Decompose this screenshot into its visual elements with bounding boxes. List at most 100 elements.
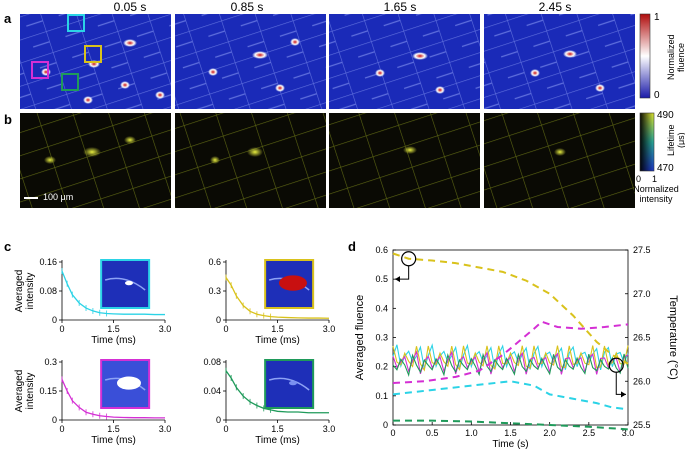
x-tick-label: 1.5 <box>271 424 284 434</box>
x-tick-label: 3.0 <box>323 324 336 334</box>
inset-hotspot <box>288 380 297 386</box>
y-tick-label: 0 <box>216 415 221 425</box>
lifetime-cbar-xtitle: Normalized intensity <box>633 184 679 204</box>
inset-cell-edge <box>104 277 146 291</box>
x-tick-label: 1.5 <box>107 424 120 434</box>
time-label-3: 1.65 s <box>383 0 417 14</box>
decay-plot-cyan: 0 0.08 0.16 0 1.5 3.0 Time (ms) Averaged intensi… <box>14 257 171 346</box>
decay-line <box>61 270 165 316</box>
inset-frame <box>100 259 151 309</box>
lifetime-image-4 <box>484 113 635 208</box>
panel-label-a: a <box>4 11 12 26</box>
x-tick-label: 0 <box>223 324 228 334</box>
x-axis-label: Time (ms) <box>91 335 136 346</box>
y-axis-label: Averaged <box>14 270 25 313</box>
x-tick-label: 0 <box>390 428 395 438</box>
y-tick-label: 0 <box>52 415 57 425</box>
left-axis-arrow <box>395 265 410 280</box>
y2-tick-label: 27.0 <box>633 289 651 299</box>
x-tick-label: 3.0 <box>622 428 635 438</box>
y-tick-label: 0.5 <box>375 274 388 284</box>
fluence-line-yellow <box>392 345 629 372</box>
y-tick-label: 0.3 <box>375 333 388 343</box>
temperature-line-green <box>393 419 629 431</box>
decay-line <box>61 379 165 419</box>
lifetime-cbar-xmax: 1 <box>652 174 658 184</box>
y-tick-label: 0.2 <box>375 362 388 372</box>
inset-hotspot <box>116 376 141 390</box>
panel-label-c: c <box>4 239 12 254</box>
y2-tick-label: 27.5 <box>633 245 651 255</box>
right-axis-arrow <box>615 372 626 395</box>
y2-tick-label: 26.5 <box>633 333 651 343</box>
fluence-colorbar <box>639 13 651 99</box>
inset-cell-edge <box>268 377 310 391</box>
x-tick-label: 1.0 <box>465 428 478 438</box>
plot-frame <box>392 249 629 426</box>
x-tick-label: 0 <box>223 424 228 434</box>
y2-tick-label: 26.0 <box>633 376 651 386</box>
right-arrowhead <box>621 391 626 398</box>
y-tick-label: 0.08 <box>39 286 57 296</box>
y2-tick-label: 25.5 <box>633 420 651 430</box>
x-axis-label: Time (ms) <box>255 335 300 346</box>
x-tick-label: 1.5 <box>504 428 517 438</box>
x-tick-label: 0.5 <box>426 428 439 438</box>
inset-frame <box>264 359 315 409</box>
lifetime-cbar-title: Lifetime (μs) <box>666 124 685 156</box>
x-tick-label: 2.0 <box>543 428 556 438</box>
right-axis-indicator <box>608 357 624 373</box>
temperature-line-magenta <box>392 320 629 384</box>
y-axis-label-line2: intensity <box>25 373 36 410</box>
decay-line <box>225 370 329 414</box>
fluence-cbar-max: 1 <box>654 12 660 23</box>
lifetime-image-2 <box>175 113 326 208</box>
temperature-line-cyan <box>392 380 629 411</box>
lifetime-image-1 <box>20 113 171 208</box>
roi-inset-cyan <box>100 259 151 309</box>
decay-plot-yellow: 0 0.3 0.6 0 1.5 3.0 Time (ms) <box>208 257 335 346</box>
inset-hotspot <box>124 280 133 286</box>
x-axis-label: Time (ms) <box>255 435 300 446</box>
decay-plot-green: 0 0.04 0.08 0 1.5 3.0 Time (ms) <box>203 357 335 446</box>
x-tick-label: 3.0 <box>159 424 172 434</box>
panel-d-plot: 0 0.1 0.2 0.3 0.4 0.5 0.6 25.5 26.0 26.5 27.0 27.5 0… <box>354 245 679 449</box>
time-label-1: 0.05 s <box>113 0 147 14</box>
y-tick-label: 0.4 <box>375 303 388 313</box>
x-axis-label: Time (s) <box>492 439 528 449</box>
x-tick-label: 3.0 <box>323 424 336 434</box>
y-axis-label: Averaged <box>14 370 25 413</box>
panel-label-d: d <box>348 239 356 254</box>
fluence-line-green <box>392 352 629 378</box>
lifetime-cbar-xmin: 0 <box>636 174 642 184</box>
x-tick-label: 2.5 <box>583 428 596 438</box>
roi-inset-magenta <box>100 359 151 409</box>
y-axis-label: Averaged fluence <box>354 295 366 380</box>
time-label-4: 2.45 s <box>538 0 572 14</box>
scale-bar-label: 100 μm <box>43 192 74 202</box>
decay-line <box>225 277 330 319</box>
x-axis-label: Time (ms) <box>91 435 136 446</box>
y-tick-label: 0 <box>216 315 221 325</box>
temperature-line-yellow <box>392 252 629 365</box>
lifetime-cbar-max: 490 <box>657 110 674 121</box>
fluence-image-4 <box>484 14 635 109</box>
lifetime-cbar-min: 470 <box>657 163 674 174</box>
fluence-image-3 <box>329 14 480 109</box>
x-tick-label: 3.0 <box>159 324 172 334</box>
time-label-2: 0.85 s <box>230 0 264 14</box>
image-panels <box>20 13 655 208</box>
y-tick-label: 0.04 <box>203 386 221 396</box>
roi-inset-yellow <box>264 259 315 309</box>
y-tick-label: 0 <box>383 420 388 430</box>
y-tick-label: 0.15 <box>39 386 57 396</box>
decay-plot-magenta: 0 0.15 0.3 0 1.5 3.0 Time (ms) Averaged intensit… <box>14 357 171 446</box>
y-tick-label: 0.1 <box>375 391 388 401</box>
y-tick-label: 0.08 <box>203 357 221 367</box>
fluence-image-2 <box>175 14 326 109</box>
y-axis-label-line2: intensity <box>25 273 36 310</box>
y-tick-label: 0.6 <box>375 245 388 255</box>
inset-hotspot <box>278 275 307 291</box>
y2-axis-label: Temperature (°C) <box>667 295 679 379</box>
panel-label-b: b <box>4 112 12 127</box>
